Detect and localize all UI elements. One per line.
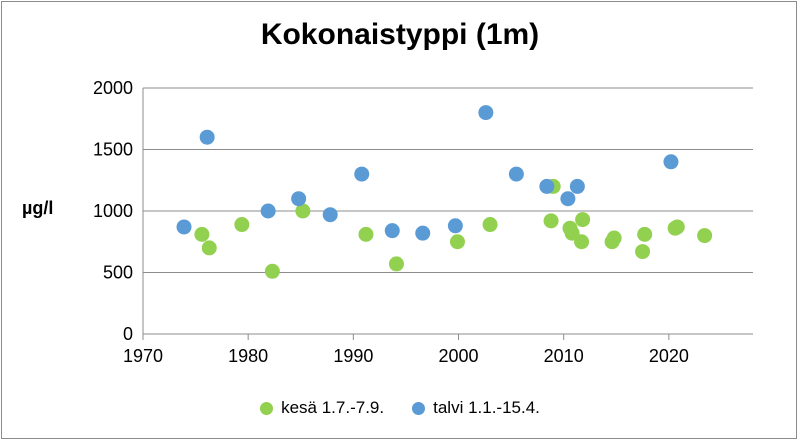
point-winter-4 <box>322 207 338 223</box>
point-winter-9 <box>478 105 494 121</box>
point-summer-0 <box>194 226 210 242</box>
point-winter-2 <box>260 203 276 219</box>
point-summer-6 <box>388 256 404 272</box>
x-tick-label-2000: 2000 <box>438 346 478 366</box>
point-winter-11 <box>539 178 555 194</box>
point-summer-13 <box>574 234 590 250</box>
point-summer-17 <box>635 244 651 260</box>
point-winter-13 <box>569 178 585 194</box>
legend-marker-winter <box>412 401 426 415</box>
x-tick-label-2010: 2010 <box>544 346 584 366</box>
chart-title: Kokonaistyppi (1m) <box>260 18 540 51</box>
point-summer-20 <box>669 219 685 235</box>
legend-label-summer: kesä 1.7.-7.9. <box>281 398 385 417</box>
point-winter-3 <box>291 191 307 207</box>
x-tick-label-1980: 1980 <box>228 346 268 366</box>
y-axis-label: µg/l <box>22 198 54 218</box>
point-winter-1 <box>199 129 215 145</box>
point-winter-5 <box>354 166 370 182</box>
x-tick-label-2020: 2020 <box>649 346 689 366</box>
point-summer-16 <box>606 230 622 246</box>
y-tick-label-1500: 1500 <box>93 140 133 160</box>
point-summer-3 <box>264 263 280 279</box>
y-tick-label-500: 500 <box>103 263 133 283</box>
x-tick-label-1970: 1970 <box>123 346 163 366</box>
point-summer-12 <box>564 225 580 241</box>
point-summer-5 <box>358 226 374 242</box>
point-winter-0 <box>176 219 192 235</box>
point-summer-2 <box>234 217 250 233</box>
point-winter-7 <box>415 225 431 241</box>
point-winter-12 <box>560 191 576 207</box>
legend-item-winter: talvi 1.1.-15.4. <box>412 398 540 418</box>
point-winter-8 <box>447 218 463 234</box>
point-summer-7 <box>449 234 465 250</box>
legend-item-summer: kesä 1.7.-7.9. <box>260 398 384 418</box>
point-winter-6 <box>384 223 400 239</box>
x-tick-label-1990: 1990 <box>333 346 373 366</box>
y-tick-label-1000: 1000 <box>93 201 133 221</box>
point-summer-1 <box>201 240 217 256</box>
point-summer-21 <box>697 228 713 244</box>
point-summer-8 <box>482 217 498 233</box>
point-summer-9 <box>543 213 559 229</box>
y-tick-label-0: 0 <box>123 324 133 344</box>
legend-marker-summer <box>260 401 274 415</box>
point-summer-4 <box>295 203 311 219</box>
legend-label-winter: talvi 1.1.-15.4. <box>433 398 540 417</box>
y-tick-label-2000: 2000 <box>93 78 133 98</box>
point-winter-14 <box>663 154 679 170</box>
point-summer-14 <box>575 212 591 228</box>
point-summer-18 <box>637 226 653 242</box>
point-winter-10 <box>508 166 524 182</box>
legend: kesä 1.7.-7.9. talvi 1.1.-15.4. <box>0 398 800 418</box>
